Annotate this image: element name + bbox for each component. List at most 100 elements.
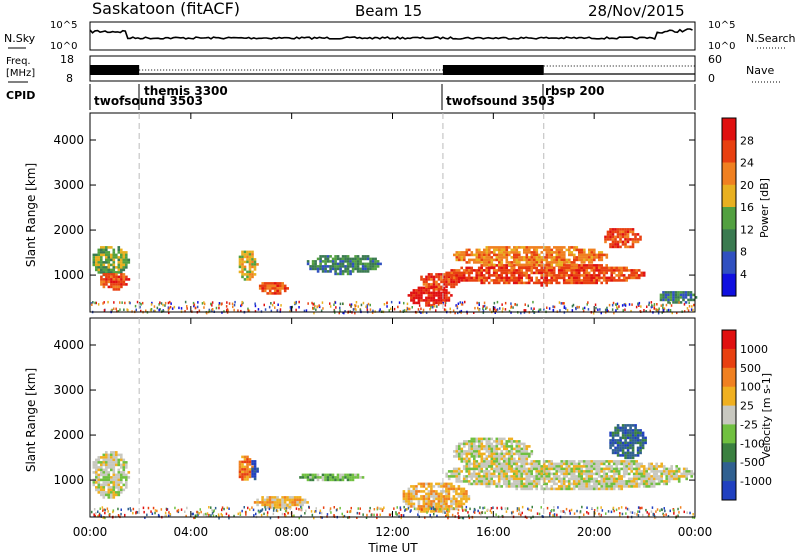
velocity-cell <box>112 488 116 492</box>
power-cell <box>585 256 589 259</box>
power-cell <box>592 266 596 270</box>
velocity-cell <box>495 485 498 488</box>
velocity-echo <box>279 508 282 511</box>
velocity-cell <box>490 465 494 468</box>
velocity-echo <box>239 511 241 515</box>
velocity-cell <box>435 482 438 486</box>
velocity-cell <box>587 460 591 463</box>
velocity-cell <box>412 505 416 508</box>
velocity-cell <box>473 437 476 441</box>
velocity-cell <box>112 486 116 489</box>
velocity-cell <box>246 460 249 464</box>
velocity-cell <box>625 472 628 476</box>
velocity-echo <box>663 507 665 510</box>
power-cell <box>314 262 317 266</box>
power-cell <box>659 296 663 299</box>
power-cell <box>492 271 496 275</box>
power-cell <box>359 270 362 273</box>
velocity-cell <box>432 490 436 493</box>
velocity-cell <box>641 431 645 435</box>
power-cell <box>92 261 96 264</box>
power-cell <box>558 258 561 262</box>
power-cell <box>276 284 279 288</box>
velocity-cell <box>445 485 448 488</box>
velocity-cell <box>468 450 471 453</box>
velocity-cell <box>610 482 613 486</box>
velocity-colorbar-title: Velocity [m s-1] <box>760 373 773 459</box>
power-cell <box>485 263 489 267</box>
velocity-cell <box>452 467 456 471</box>
velocity-cell <box>590 487 593 491</box>
power-cell <box>319 267 322 271</box>
velocity-echo <box>266 513 269 517</box>
velocity-cell <box>692 472 696 476</box>
power-cell <box>278 287 282 290</box>
velocity-cell <box>612 487 616 491</box>
velocity-cell <box>437 495 441 498</box>
power-echo <box>616 306 618 309</box>
power-cell <box>334 262 337 266</box>
velocity-cell <box>587 475 591 478</box>
velocity-cell <box>518 455 521 458</box>
velocity-cell <box>251 460 254 463</box>
velocity-cell <box>112 478 116 482</box>
velocity-cell <box>430 502 433 506</box>
power-cell <box>540 281 543 285</box>
power-echo <box>457 302 460 305</box>
power-cell <box>366 255 370 258</box>
velocity-cell <box>636 429 640 432</box>
power-cell <box>420 299 423 302</box>
power-cell <box>105 266 108 269</box>
power-cell <box>631 238 635 241</box>
power-cell <box>281 282 284 285</box>
velocity-cell <box>535 470 538 473</box>
velocity-cell <box>565 475 568 478</box>
power-cell <box>626 228 630 231</box>
power-cell <box>632 271 636 275</box>
velocity-cell <box>324 478 327 482</box>
power-cell <box>545 269 548 272</box>
velocity-cell <box>621 454 625 457</box>
power-cell <box>555 261 559 264</box>
power-cell <box>527 269 531 272</box>
power-cell <box>605 256 609 259</box>
power-cell <box>592 279 596 282</box>
power-echo <box>425 311 428 314</box>
power-cell <box>620 279 623 282</box>
power-cell <box>545 281 548 285</box>
power-cell <box>500 279 503 282</box>
power-cell <box>478 248 481 252</box>
power-cell <box>575 281 578 285</box>
velocity-echo <box>651 506 654 509</box>
power-echo <box>635 305 638 309</box>
velocity-echo <box>281 512 284 516</box>
velocity-cell <box>647 465 651 468</box>
velocity-cell <box>304 476 307 479</box>
velocity-echo <box>430 507 433 510</box>
velocity-echo <box>664 509 666 513</box>
velocity-cell <box>253 465 257 468</box>
power-cell <box>241 260 244 264</box>
power-cell <box>600 256 604 259</box>
velocity-echo <box>335 508 338 512</box>
power-cell <box>500 246 504 249</box>
velocity-cell <box>485 462 489 466</box>
velocity-echo <box>669 509 671 513</box>
power-echo <box>553 305 556 309</box>
power-cell <box>523 246 526 249</box>
velocity-cell <box>532 462 536 466</box>
power-colorbar-frame <box>721 117 737 297</box>
velocity-cell <box>652 482 656 486</box>
velocity-cell <box>577 477 581 481</box>
velocity-cell <box>455 470 458 473</box>
power-cell <box>577 266 581 270</box>
power-echo <box>405 309 408 312</box>
velocity-cell <box>112 476 116 479</box>
velocity-cell <box>92 466 96 469</box>
velocity-cell <box>634 439 637 442</box>
power-echo <box>600 311 602 315</box>
cpid-entry-rbsp: rbsp 200 <box>545 84 604 98</box>
velocity-cell <box>657 475 661 478</box>
power-cell <box>582 269 586 272</box>
power-cell <box>585 274 588 277</box>
